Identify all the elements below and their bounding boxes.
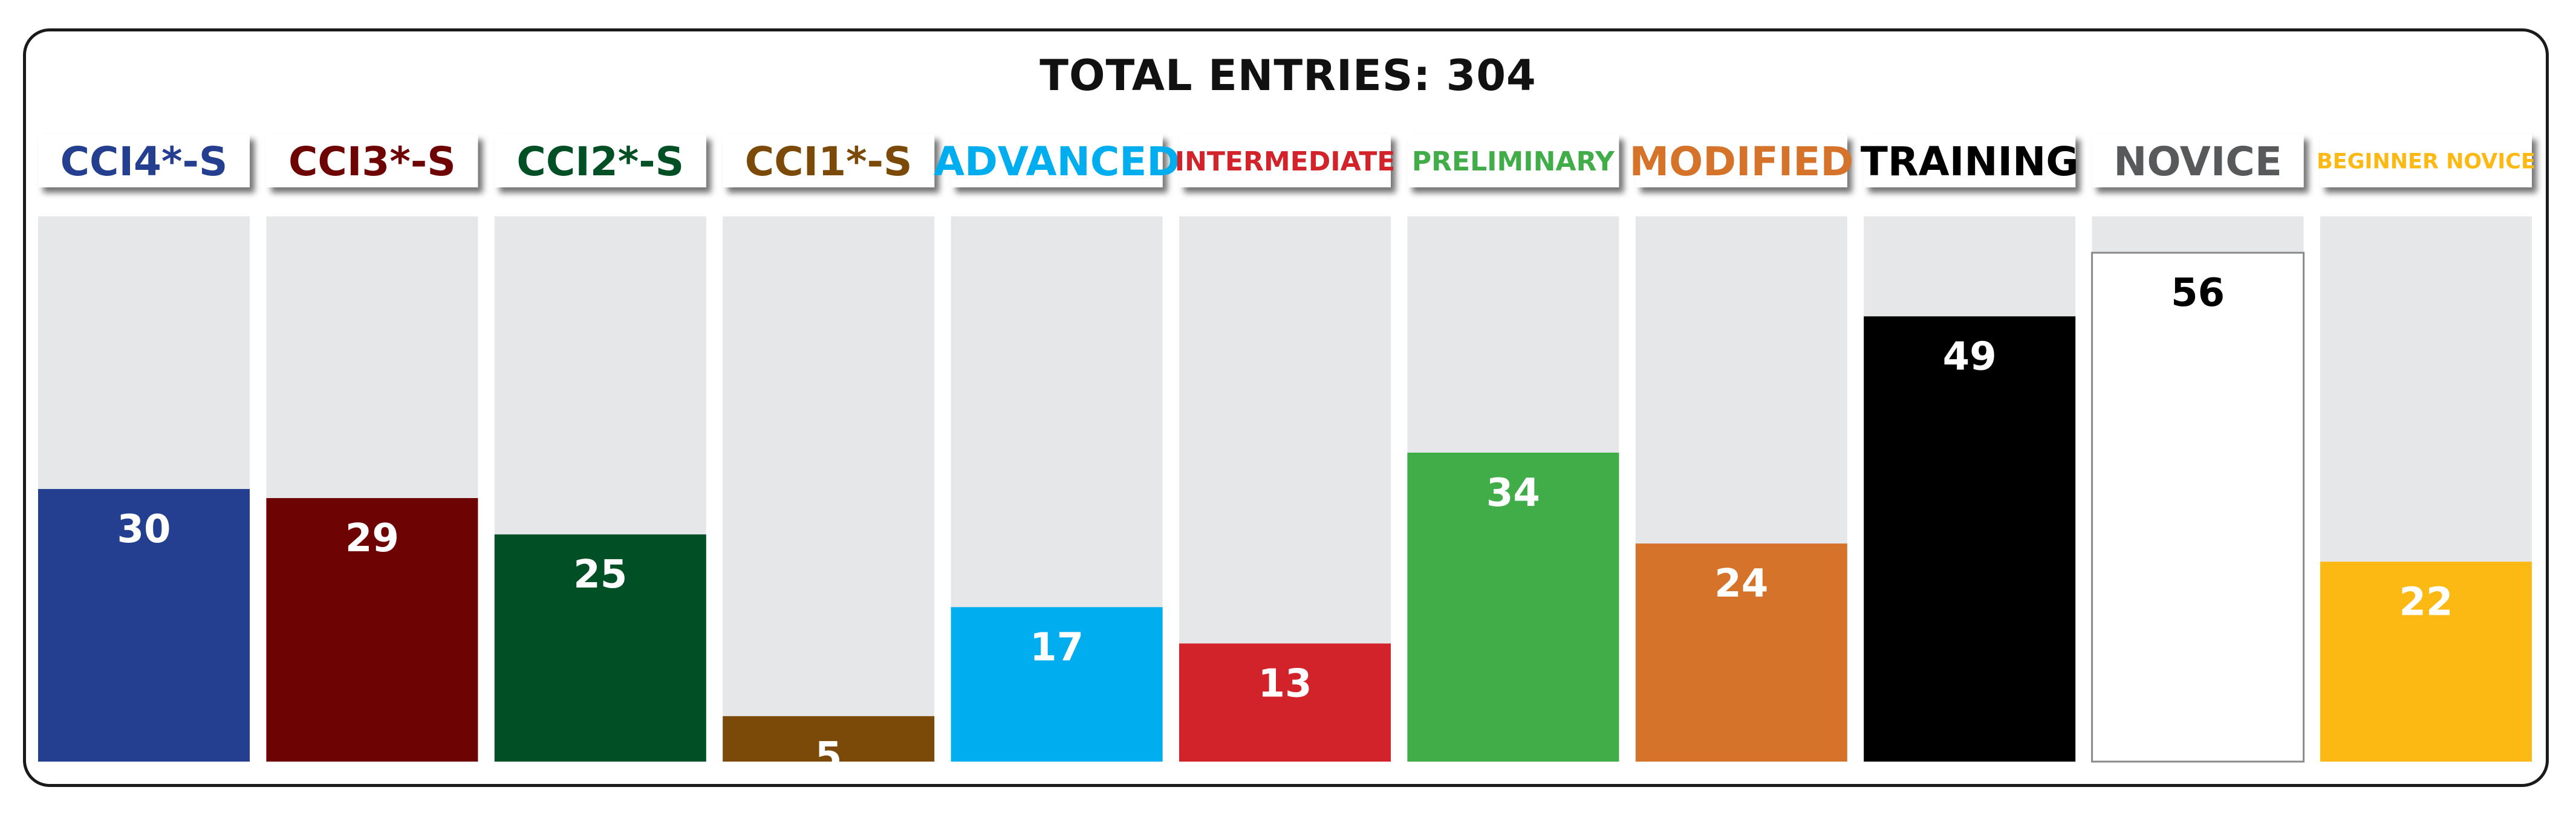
category-tab-cci4star-s (38, 134, 250, 187)
bar-novice (2091, 251, 2305, 763)
bar-cci2star-s (494, 534, 706, 762)
bar-training (1864, 316, 2076, 762)
chart-frame (23, 28, 2549, 787)
bar-intermediate (1179, 643, 1391, 762)
category-tab-cci2star-s (494, 134, 706, 187)
value-label-cci3star-s: 29 (345, 516, 399, 561)
category-tab-novice (2092, 134, 2304, 187)
bar-modified (1635, 543, 1847, 762)
value-label-modified: 24 (1714, 562, 1768, 606)
bar-track-cci1star-s (723, 216, 935, 762)
category-tab-cci3star-s (266, 134, 478, 187)
value-label-beginner-novice: 22 (2399, 580, 2453, 624)
bar-beginner-novice (2320, 562, 2532, 762)
category-tab-advanced (951, 134, 1163, 187)
category-tab-modified (1635, 134, 1847, 187)
bar-cci3star-s (266, 498, 478, 762)
category-tab-cci1star-s (723, 134, 935, 187)
bar-preliminary (1407, 452, 1619, 762)
bar-cci1star-s (723, 716, 935, 762)
value-label-preliminary: 34 (1486, 471, 1540, 516)
value-label-cci1star-s: 5 (815, 734, 842, 779)
category-tab-preliminary (1407, 134, 1619, 187)
value-label-training: 49 (1943, 334, 1997, 379)
bar-advanced (951, 607, 1163, 762)
category-label-cci3star-s: CCI3*-S (288, 138, 456, 185)
category-label-training: TRAINING (1861, 138, 2079, 185)
category-label-beginner-novice: BEGINNER NOVICE (2317, 150, 2535, 174)
chart-title: TOTAL ENTRIES: 304 (1039, 51, 1537, 100)
category-tab-training (1864, 134, 2076, 187)
category-label-cci2star-s: CCI2*-S (516, 138, 684, 185)
value-label-intermediate: 13 (1258, 662, 1312, 707)
value-label-cci4star-s: 30 (117, 507, 171, 552)
category-label-advanced: ADVANCED (934, 138, 1180, 185)
category-tab-beginner-novice (2320, 134, 2532, 187)
category-tab-intermediate (1179, 134, 1391, 187)
category-label-preliminary: PRELIMINARY (1412, 146, 1615, 177)
category-label-cci4star-s: CCI4*-S (60, 138, 228, 185)
category-label-novice: NOVICE (2113, 138, 2282, 185)
value-label-cci2star-s: 25 (573, 552, 627, 597)
bar-cci4star-s (38, 489, 250, 762)
value-label-advanced: 17 (1030, 625, 1084, 670)
category-label-modified: MODIFIED (1629, 138, 1853, 185)
category-label-cci1star-s: CCI1*-S (745, 138, 912, 185)
value-label-novice: 56 (2171, 271, 2225, 316)
category-label-intermediate: INTERMEDIATE (1175, 146, 1396, 177)
